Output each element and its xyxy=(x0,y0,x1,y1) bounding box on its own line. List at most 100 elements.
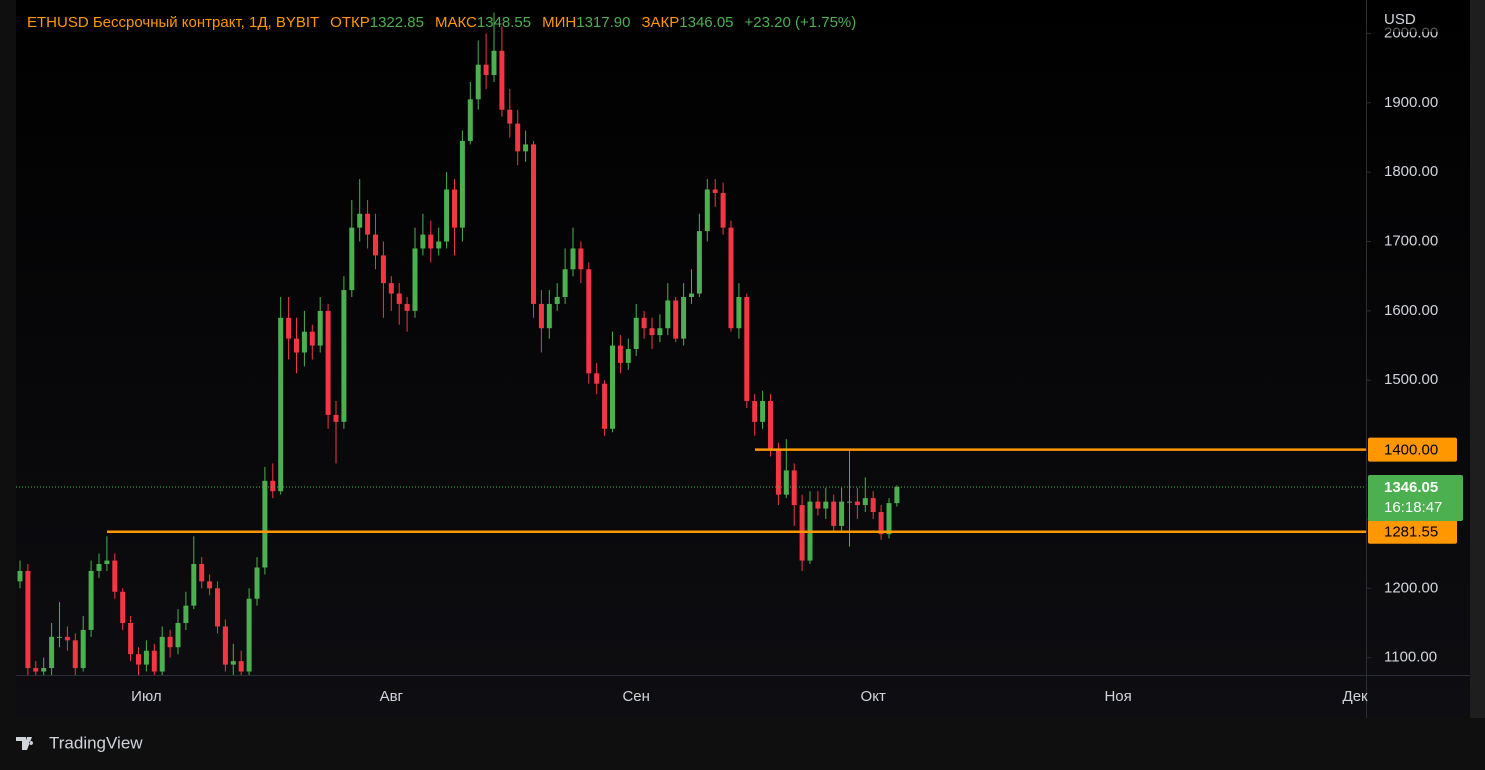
candle-body xyxy=(49,636,55,669)
candle-body xyxy=(712,189,718,193)
frame xyxy=(1470,0,1485,718)
candle-body xyxy=(199,564,205,582)
y-tick-label: 1700.00 xyxy=(1384,232,1438,249)
candle-body xyxy=(602,383,608,429)
y-tick-label: 1100.00 xyxy=(1384,649,1437,666)
candle-body xyxy=(815,501,821,509)
candle-body xyxy=(57,636,62,638)
currency: USD xyxy=(1384,11,1416,28)
candle-body xyxy=(80,629,86,669)
candle-body xyxy=(128,622,134,655)
candle-body xyxy=(878,512,884,535)
candle-body xyxy=(633,317,639,350)
y-tick-label: 1500.00 xyxy=(1384,371,1438,388)
price-line-label: 1400.00 xyxy=(1384,442,1438,459)
candle-body xyxy=(515,123,521,152)
candle-body xyxy=(728,227,734,329)
candle-body xyxy=(870,498,876,513)
candle-body xyxy=(286,317,292,339)
candle-body xyxy=(736,296,742,329)
candle-body xyxy=(136,654,141,665)
candle-body xyxy=(373,234,378,256)
y-tick-label: 1800.00 xyxy=(1384,163,1438,180)
candle-body xyxy=(823,501,829,509)
candle-body xyxy=(720,192,726,228)
candle-body xyxy=(436,241,442,249)
candle-body xyxy=(854,501,860,506)
legend-text: ОТКР xyxy=(330,14,370,31)
candle-body xyxy=(64,636,70,641)
candle-body xyxy=(554,296,560,304)
candle-body xyxy=(222,626,228,665)
price-line-label-bg xyxy=(1368,519,1457,544)
candle-body xyxy=(768,401,773,450)
candle-body xyxy=(428,234,434,249)
candle-body xyxy=(404,303,410,311)
candle-body xyxy=(112,560,118,592)
candle-body xyxy=(452,189,457,228)
candle-body xyxy=(546,303,552,329)
candle-body xyxy=(444,189,450,242)
candle-body xyxy=(270,480,276,492)
candle-body xyxy=(499,50,505,110)
candle-body xyxy=(25,570,31,669)
legend-text: 1317.90 xyxy=(576,14,630,31)
candle-body xyxy=(191,564,197,606)
legend-text: ЗАКР xyxy=(641,14,679,31)
candle-body xyxy=(894,487,900,504)
candle-body xyxy=(657,328,663,336)
candle-body xyxy=(475,64,481,100)
chart-bg xyxy=(16,0,1470,718)
x-tick-label: Окт xyxy=(861,688,886,705)
legend-text: +23.20 (+1.75%) xyxy=(745,14,857,31)
x-tick-label: Июл xyxy=(131,688,161,705)
candle-body xyxy=(207,581,213,589)
candle-body xyxy=(578,248,584,270)
overlay: ETHUSD Бессрочный контракт, 1Д, BYBIT ОТК… xyxy=(16,0,1470,705)
candle-body xyxy=(649,328,655,336)
candle-body xyxy=(246,598,252,672)
candle-body xyxy=(862,498,868,506)
candle-body xyxy=(665,300,671,329)
candle-body xyxy=(183,605,189,623)
candle-body xyxy=(783,470,789,495)
candle-body xyxy=(388,283,394,294)
brand-name: TradingView xyxy=(49,733,143,752)
candle-body xyxy=(610,345,615,429)
candle-body xyxy=(175,622,181,648)
candle-body xyxy=(88,570,94,630)
candle-body xyxy=(17,570,23,582)
candle-body xyxy=(752,401,758,422)
candle-body xyxy=(467,99,473,141)
candle-body xyxy=(333,414,339,422)
price-line-label-bg xyxy=(1368,437,1457,462)
x-tick-label: Авг xyxy=(380,688,404,705)
currency-bg xyxy=(1367,0,1470,32)
candle-body xyxy=(531,144,536,304)
candle-body xyxy=(72,640,78,669)
candle-body xyxy=(507,109,513,124)
x-tick-label: Дек xyxy=(1343,688,1369,705)
legend-text: 1322.85 xyxy=(370,14,424,31)
candle-body xyxy=(673,300,679,339)
candle-body xyxy=(704,189,710,232)
candle-body xyxy=(380,255,386,284)
candle-body xyxy=(365,213,371,235)
candle-body xyxy=(839,501,845,526)
candle-body xyxy=(159,636,165,672)
y-tick-label: 1600.00 xyxy=(1384,302,1438,319)
candle-body xyxy=(341,290,347,422)
candle-body xyxy=(325,310,331,415)
candle-body xyxy=(420,234,426,249)
candle-body xyxy=(641,317,647,329)
last-price-bg xyxy=(1368,475,1463,522)
candle-body xyxy=(230,661,236,665)
legend-text: МИН xyxy=(542,14,576,31)
candle-body xyxy=(459,140,465,228)
candle-body xyxy=(120,591,126,623)
candle-body xyxy=(586,269,592,374)
candle-body xyxy=(775,449,781,495)
countdown: 16:18:47 xyxy=(1384,499,1442,516)
candle-body xyxy=(831,501,837,526)
